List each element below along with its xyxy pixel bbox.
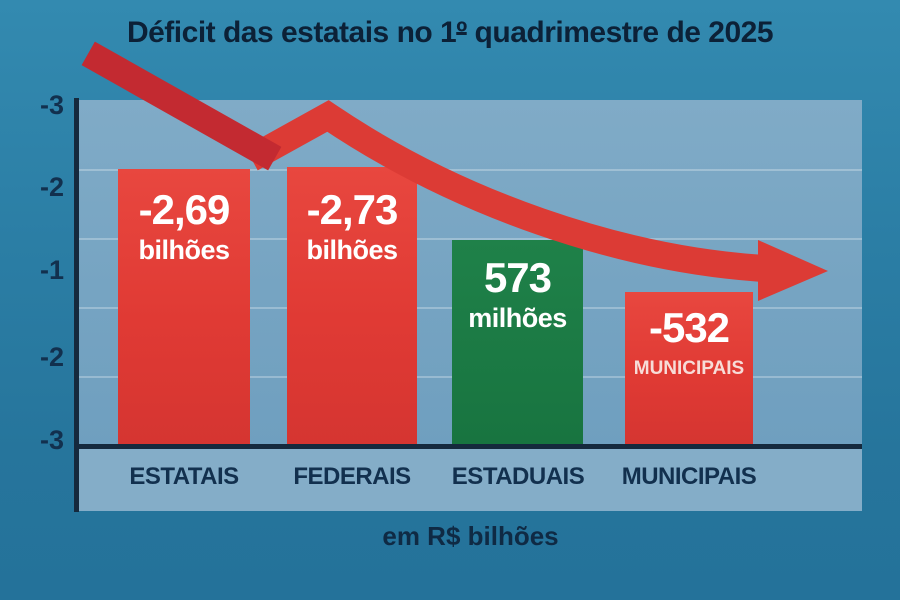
bar-unit-label: milhões [468,303,567,334]
y-tick-label-2: -1 [39,255,64,285]
bar-estaduais: 573 milhões [452,240,583,445]
bar-unit-label: bilhões [138,235,230,266]
y-axis-line [74,98,79,512]
category-label-federais: FEDERAIS [293,463,411,490]
bar-value-label: -2,69 [138,186,231,233]
bar-estatais: -2,69 bilhões [118,169,250,445]
y-tick-label-3: -2 [39,342,64,372]
chart-title: Déficit das estatais no 1º quadrimestre … [0,16,900,50]
category-label-estaduais: ESTADUAIS [451,463,585,490]
chart-title-text: Déficit das estatais no 1 [126,16,457,49]
bar-unit-label: MUNICIPAIS [633,358,745,380]
category-label-estatais: ESTATAIS [129,463,239,490]
y-tick-label-0: -3 [39,90,64,120]
ordinal-indicator: º [456,16,467,49]
bar-value-label: 573 [483,254,552,301]
bar-value-label: -532 [648,304,730,351]
x-axis-line [74,444,862,449]
y-tick-label-1: -2 [39,172,64,202]
bar-unit-label: bilhões [306,235,398,266]
bar-value-label: -2,73 [306,186,399,233]
x-axis-label-strip [79,449,862,511]
category-label-municipais: MUNICIPAIS [621,463,757,490]
y-tick-label-4: -3 [39,425,64,455]
unit-caption: em R$ bilhões [382,521,559,551]
bar-municipais: -532 MUNICIPAIS [625,292,753,445]
chart-title-text-2: quadrimestre de 2025 [466,16,774,49]
bar-federais: -2,73 bilhões [287,167,417,445]
